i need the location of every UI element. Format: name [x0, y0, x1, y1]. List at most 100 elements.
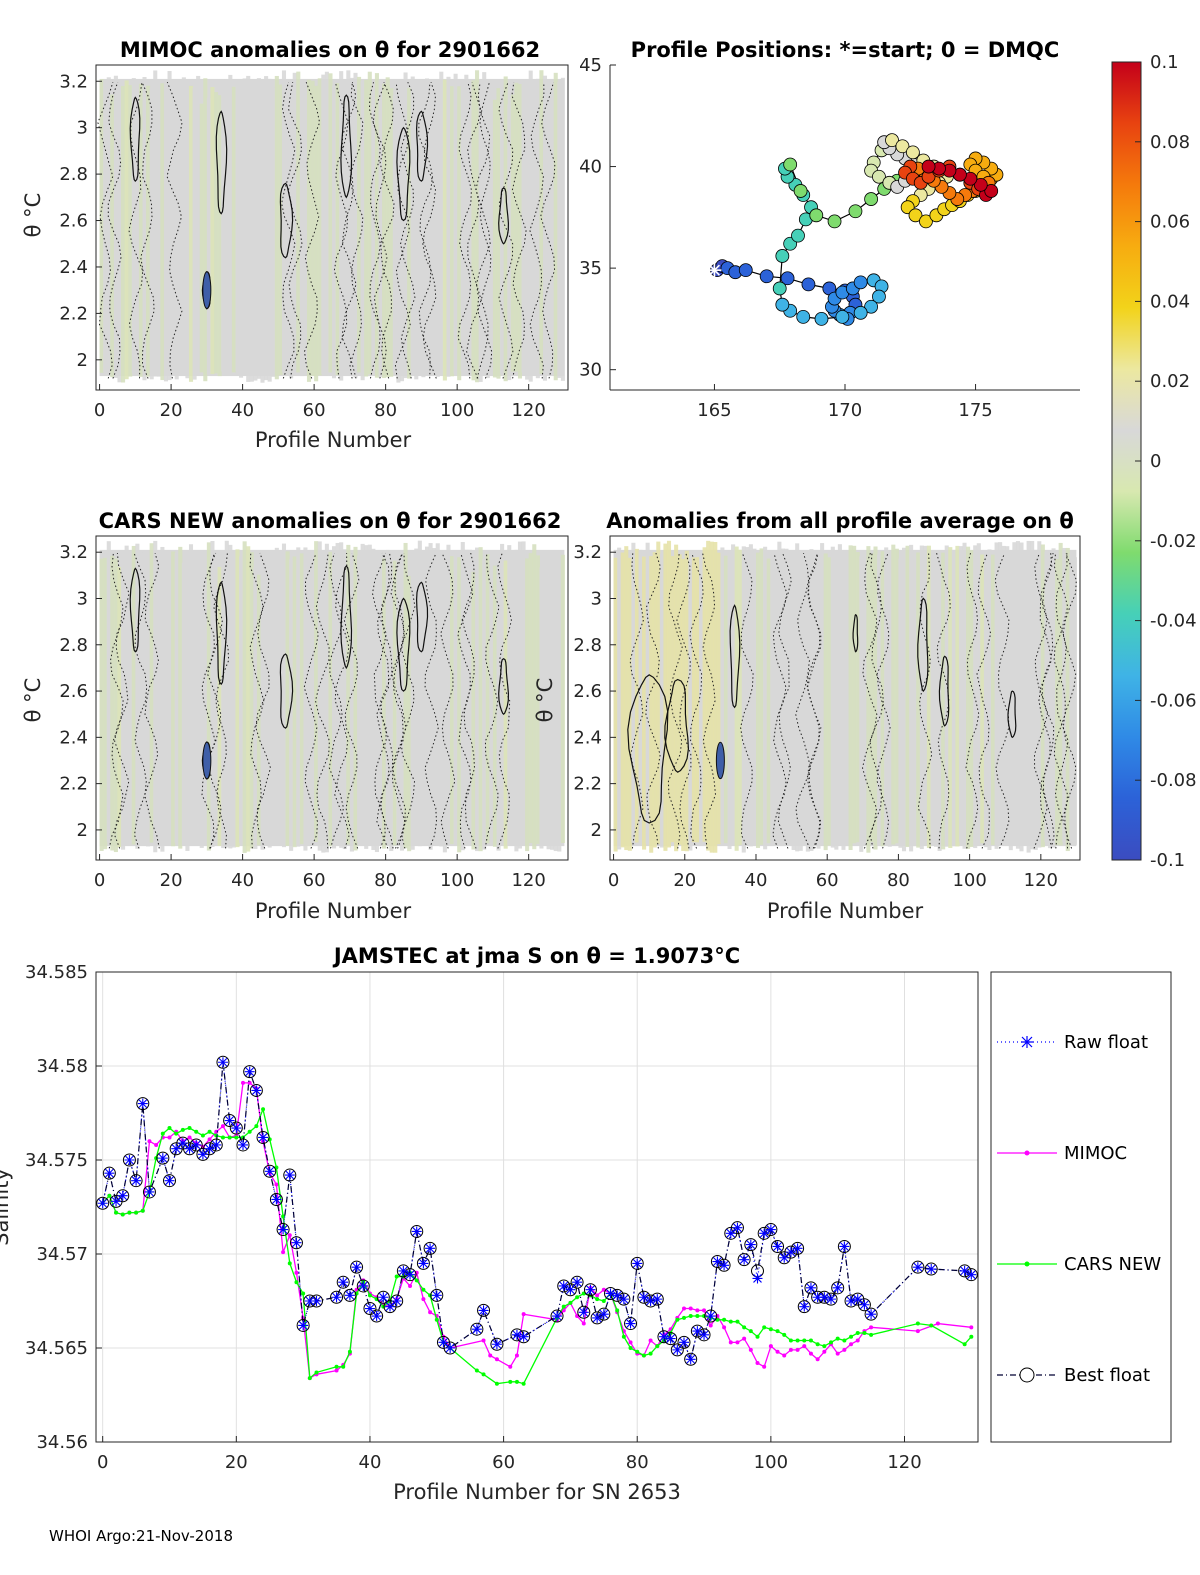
raw-float-point	[445, 1343, 456, 1353]
legend-label-best: Best float	[1064, 1365, 1150, 1386]
x-tick-label: 40	[231, 400, 254, 421]
y-tick-label: 34.56	[36, 1432, 88, 1453]
anomaly-column	[117, 566, 122, 848]
salinity-panel-title: JAMSTEC at jma S on θ = 1.9073°C	[332, 944, 740, 968]
profile-position-marker	[791, 228, 805, 243]
profile-position-marker	[895, 139, 910, 154]
anomaly-column	[535, 78, 540, 379]
anomaly-column	[550, 89, 555, 376]
anomaly-column	[467, 549, 472, 845]
anomaly-column	[990, 554, 996, 846]
x-tick-label: 165	[697, 400, 731, 421]
raw-float-point	[819, 1292, 830, 1303]
mimoc-point	[682, 1306, 686, 1311]
x-tick-label: 0	[608, 870, 619, 891]
raw-float-point	[364, 1303, 375, 1314]
mimoc-point	[494, 1357, 499, 1362]
anomaly-column	[1026, 540, 1031, 853]
anomaly-column	[246, 75, 251, 382]
anomaly-column	[353, 72, 358, 378]
anomaly-column	[507, 545, 512, 846]
raw-float-point	[311, 1296, 322, 1306]
anomaly-column	[820, 543, 825, 846]
best-float-point	[142, 1185, 156, 1199]
anomaly-column	[249, 79, 254, 382]
negative-contour	[511, 82, 527, 379]
raw-float-point	[739, 1254, 750, 1265]
mimoc-point	[187, 1135, 192, 1140]
raw-float-point	[578, 1307, 589, 1318]
raw-float-point	[157, 1153, 168, 1164]
anomaly-column	[435, 543, 440, 843]
cars-point	[140, 1208, 145, 1213]
anomaly-column	[1055, 558, 1060, 846]
cars-panel-title: CARS NEW anomalies on θ for 2901662	[99, 509, 562, 533]
anomaly-column	[830, 546, 835, 848]
raw-float-point	[291, 1237, 302, 1248]
anomaly-column	[525, 558, 530, 852]
best-float-point	[857, 1298, 871, 1312]
anomaly-column	[1065, 547, 1070, 852]
best-float-point	[610, 1288, 624, 1302]
x-tick-label: 120	[511, 870, 545, 891]
y-tick-label: 2.4	[59, 727, 88, 748]
footer-credit: WHOI Argo:21-Nov-2018	[49, 1527, 233, 1545]
anomaly-column	[414, 548, 419, 842]
anomaly-column	[253, 78, 258, 381]
anomaly-column	[149, 543, 154, 843]
anomaly-column	[442, 556, 447, 853]
x-tick-label: 60	[816, 870, 839, 891]
anomaly-column	[1037, 541, 1042, 848]
raw-float-point	[391, 1296, 402, 1306]
anomaly-column	[203, 556, 208, 843]
profile-position-marker	[848, 204, 863, 219]
positive-contour	[340, 94, 353, 199]
best-float-point	[704, 1309, 718, 1323]
mimoc-point	[728, 1340, 733, 1345]
x-tick-label: 0	[94, 870, 105, 891]
mimoc-anomaly-panel: MIMOC anomalies on θ for 2901662 Profile…	[21, 38, 569, 452]
anomaly-column	[827, 557, 832, 846]
anomaly-column	[339, 542, 344, 848]
cars-point	[247, 1129, 252, 1134]
negative-contour	[107, 82, 122, 379]
best-float-point	[296, 1318, 310, 1332]
negative-contour	[376, 552, 390, 849]
negative-contour	[281, 82, 296, 379]
cars-point	[394, 1274, 399, 1279]
x-tick-label: 80	[374, 400, 397, 421]
anomaly-column	[385, 549, 390, 845]
anomaly-column	[795, 543, 800, 852]
anomaly-column	[142, 77, 147, 381]
x-tick-label: 0	[94, 400, 105, 421]
anomaly-column	[303, 100, 308, 373]
best-float-point	[330, 1290, 344, 1304]
cars-point	[755, 1334, 760, 1339]
best-float-point	[644, 1294, 658, 1308]
anomaly-column	[342, 549, 347, 850]
best-float-point	[590, 1311, 604, 1325]
anomaly-column	[560, 77, 565, 381]
legend-cars-marker	[1024, 1261, 1030, 1267]
anomaly-column	[670, 556, 675, 843]
negative-contour	[371, 552, 387, 849]
cars-point	[929, 1323, 934, 1328]
raw-float-point	[251, 1085, 262, 1096]
anomaly-column	[235, 84, 240, 372]
anomaly-column	[124, 80, 129, 380]
anomaly-column	[752, 548, 757, 843]
anomaly-column	[99, 558, 104, 851]
anomaly-column	[432, 548, 437, 843]
negative-contour	[303, 82, 321, 379]
average-anomaly-panel: Anomalies from all profile average on θ …	[533, 509, 1081, 923]
cold-anomaly-spot	[202, 271, 212, 309]
anomaly-column	[138, 552, 143, 846]
best-float-point	[677, 1335, 691, 1349]
anomaly-column	[550, 553, 555, 850]
anomaly-column	[546, 81, 551, 376]
colorbar-tick-label: -0.1	[1150, 850, 1185, 871]
best-float-point	[430, 1288, 444, 1302]
anomaly-column	[837, 544, 842, 845]
anomaly-column	[231, 86, 236, 373]
negative-contour	[994, 552, 1010, 849]
